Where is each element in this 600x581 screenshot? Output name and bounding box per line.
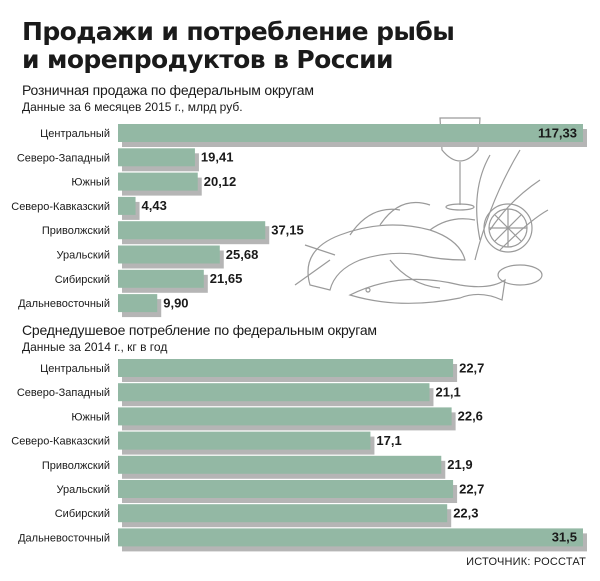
value-label: 117,33 bbox=[538, 125, 577, 140]
bar bbox=[118, 294, 158, 313]
value-label: 19,41 bbox=[201, 150, 234, 165]
bar bbox=[118, 172, 198, 191]
category-label: Северо-Западный bbox=[17, 152, 110, 164]
value-label: 22,3 bbox=[453, 506, 478, 521]
title-line-2: и морепродуктов в России bbox=[22, 45, 394, 74]
bar bbox=[118, 269, 204, 288]
bar-row: Северо-Кавказский 17,1 bbox=[11, 431, 402, 455]
category-label: Приволжский bbox=[42, 225, 110, 237]
bar-row: Уральский 22,7 bbox=[57, 480, 484, 503]
value-label: 20,12 bbox=[204, 174, 237, 189]
bar bbox=[118, 431, 371, 450]
bar-row: Северо-Западный 21,1 bbox=[17, 383, 461, 407]
category-label: Уральский bbox=[57, 249, 110, 261]
bar-row: Сибирский 22,3 bbox=[55, 504, 479, 528]
category-label: Сибирский bbox=[55, 274, 110, 286]
chart1-title: Розничная продажа по федеральным округам bbox=[22, 82, 314, 98]
bar-row: Уральский 25,68 bbox=[57, 245, 259, 269]
bar-row: Дальневосточный 9,90 bbox=[18, 294, 189, 318]
bar bbox=[118, 359, 454, 377]
category-label: Дальневосточный bbox=[18, 532, 110, 544]
bar-row: Южный 20,12 bbox=[71, 172, 237, 196]
category-label: Дальневосточный bbox=[18, 298, 110, 310]
category-label: Южный bbox=[71, 411, 110, 423]
source-note: ИСТОЧНИК: РОССТАТ bbox=[466, 556, 586, 568]
bar-row: Центральный 22,7 bbox=[40, 359, 484, 382]
bar bbox=[118, 480, 454, 498]
page-title: Продажи и потребление рыбы и морепродукт… bbox=[22, 17, 455, 74]
bar-row: Приволжский 37,15 bbox=[42, 221, 304, 245]
value-label: 22,7 bbox=[459, 360, 484, 375]
chart1-subtitle: Данные за 6 месяцев 2015 г., млрд руб. bbox=[22, 100, 243, 114]
value-label: 21,65 bbox=[210, 271, 243, 286]
bar bbox=[118, 528, 583, 547]
value-label: 17,1 bbox=[376, 433, 401, 448]
bar bbox=[118, 221, 266, 240]
bar-row: Южный 22,6 bbox=[71, 407, 483, 431]
value-label: 25,68 bbox=[226, 247, 259, 262]
category-label: Северо-Западный bbox=[17, 387, 110, 399]
bar-row: Сибирский 21,65 bbox=[55, 269, 243, 293]
value-label: 21,9 bbox=[447, 457, 472, 472]
value-label: 31,5 bbox=[552, 530, 577, 545]
bar bbox=[118, 245, 220, 264]
bar bbox=[118, 148, 195, 167]
bar-row: Дальневосточный 31,5 bbox=[18, 528, 587, 552]
bar bbox=[118, 124, 583, 142]
bar bbox=[118, 196, 136, 215]
bar bbox=[118, 407, 452, 426]
consumption-per-capita-chart: Центральный 22,7 Северо-Западный 21,1 Южный 2… bbox=[11, 359, 587, 552]
bar bbox=[118, 455, 442, 474]
value-label: 37,15 bbox=[271, 223, 304, 238]
bar-row: Центральный 117,33 bbox=[40, 124, 587, 147]
bar-row: Северо-Кавказский 4,43 bbox=[11, 196, 167, 220]
bar bbox=[118, 504, 448, 523]
category-label: Сибирский bbox=[55, 508, 110, 520]
category-label: Центральный bbox=[40, 363, 110, 375]
fish-seafood-illustration bbox=[294, 117, 549, 304]
bar-row: Северо-Западный 19,41 bbox=[17, 148, 234, 172]
bar bbox=[118, 383, 430, 402]
bar-row: Приволжский 21,9 bbox=[42, 455, 473, 479]
chart2-subtitle: Данные за 2014 г., кг в год bbox=[22, 340, 168, 354]
value-label: 21,1 bbox=[435, 385, 460, 400]
category-label: Северо-Кавказский bbox=[11, 201, 110, 213]
category-label: Центральный bbox=[40, 128, 110, 140]
retail-sales-chart: Центральный 117,33 Северо-Западный 19,41 Южн… bbox=[11, 124, 587, 318]
title-line-1: Продажи и потребление рыбы bbox=[22, 17, 455, 46]
category-label: Южный bbox=[71, 177, 110, 189]
value-label: 9,90 bbox=[163, 295, 188, 310]
category-label: Приволжский bbox=[42, 460, 110, 472]
value-label: 22,7 bbox=[459, 481, 484, 496]
chart2-title: Среднедушевое потребление по федеральным… bbox=[22, 322, 377, 338]
category-label: Уральский bbox=[57, 484, 110, 496]
value-label: 22,6 bbox=[458, 409, 483, 424]
value-label: 4,43 bbox=[142, 198, 167, 213]
category-label: Северо-Кавказский bbox=[11, 436, 110, 448]
